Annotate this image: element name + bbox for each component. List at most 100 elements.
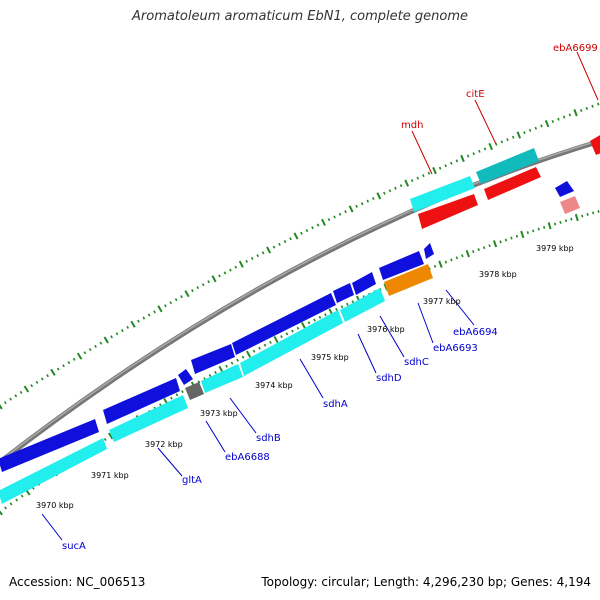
major-tick [0, 404, 3, 410]
minor-tick [208, 374, 212, 378]
gene-label-ebA6693[interactable]: ebA6693 [433, 343, 478, 354]
gene-label-ebA6688[interactable]: ebA6688 [225, 452, 270, 463]
reverse-cds-track [0, 181, 574, 472]
minor-tick [488, 244, 491, 248]
kbp-label: 3978 kbp [479, 270, 517, 279]
minor-tick [324, 313, 327, 317]
cds-ebA6694[interactable] [424, 243, 434, 259]
minor-tick [67, 361, 71, 365]
gene-label-sdhA[interactable]: sdhA [323, 399, 348, 410]
kbp-label: 3975 kbp [311, 353, 349, 362]
gene-ebA6688[interactable] [185, 382, 204, 400]
gene-label-ebA6699[interactable]: ebA6699 [553, 43, 598, 54]
minor-tick [3, 401, 7, 405]
minor-tick [562, 115, 566, 119]
minor-tick [115, 332, 119, 336]
gene-label-sdhD[interactable]: sdhD [376, 373, 402, 384]
gene-label-mdh[interactable]: mdh [401, 120, 423, 131]
minor-tick [30, 384, 34, 388]
gene-ebA6693[interactable] [384, 264, 433, 296]
minor-tick [478, 149, 481, 153]
gene-label-sucA[interactable]: sucA [62, 541, 86, 552]
minor-tick [597, 209, 600, 213]
cds-sucA[interactable] [0, 419, 99, 472]
minor-tick [526, 231, 529, 235]
minor-tick [269, 340, 272, 344]
minor-tick [142, 316, 146, 320]
major-tick [376, 192, 382, 200]
minor-tick [19, 390, 23, 394]
minor-tick [196, 286, 200, 290]
cds-sdhD[interactable] [333, 283, 354, 303]
cds-sdhC[interactable] [352, 272, 376, 295]
gene-mdh[interactable] [410, 176, 475, 212]
kbp-label: 3974 kbp [255, 381, 293, 390]
minor-tick [366, 199, 370, 203]
kbp-label: 3971 kbp [91, 471, 129, 480]
minor-tick [15, 498, 19, 502]
cds-sdhB[interactable] [191, 344, 235, 374]
minor-tick [313, 318, 316, 322]
cds-mdh[interactable] [418, 194, 478, 229]
minor-tick [338, 212, 342, 216]
minor-tick [229, 268, 232, 272]
cds-ebA6703[interactable] [555, 181, 574, 197]
minor-tick [250, 256, 254, 260]
cds-ebA6699[interactable] [590, 134, 600, 155]
gene-sucA[interactable] [0, 438, 107, 504]
minor-tick [99, 341, 103, 345]
cds-citE[interactable] [484, 167, 541, 200]
major-tick [0, 510, 3, 516]
kbp-label: 3972 kbp [145, 440, 183, 449]
gene-citE[interactable] [476, 148, 539, 184]
minor-tick [455, 256, 459, 260]
minor-tick [438, 166, 442, 170]
minor-tick [147, 313, 151, 317]
gene-label-sdhB[interactable]: sdhB [256, 433, 281, 444]
gene-label-citE[interactable]: citE [466, 89, 485, 100]
gene-pink[interactable] [560, 196, 580, 214]
minor-tick [305, 228, 309, 233]
minor-tick [444, 164, 447, 168]
cds-sdhA[interactable] [232, 293, 336, 355]
cds-ebA6688[interactable] [178, 369, 193, 385]
gene-label-gltA[interactable]: gltA [182, 475, 202, 486]
minor-tick [477, 248, 480, 252]
cds-gltA[interactable] [103, 378, 180, 424]
minor-tick [340, 305, 344, 309]
cds-ebA6693[interactable] [379, 251, 424, 280]
minor-tick [450, 161, 453, 165]
gene-gltA[interactable] [109, 395, 188, 442]
minor-tick [197, 380, 201, 384]
minor-tick [4, 506, 7, 510]
major-tick [438, 260, 443, 268]
reverse-gene-track [0, 196, 580, 504]
major-tick [573, 109, 578, 117]
minor-tick [482, 246, 486, 250]
forward-gene-track [410, 148, 539, 212]
minor-tick [586, 212, 589, 216]
minor-tick [344, 210, 347, 214]
major-tick [130, 320, 136, 328]
gene-label-sdhC[interactable]: sdhC [404, 357, 429, 368]
gene-sdhB[interactable] [201, 364, 243, 393]
gene-sdhA[interactable] [240, 310, 343, 376]
gene-sdhD-sdhC[interactable] [340, 288, 385, 322]
callout-sdhD [357, 333, 377, 374]
gene-label-ebA6694[interactable]: ebA6694 [453, 327, 498, 338]
major-tick [266, 246, 272, 254]
forward-cds-track [418, 134, 600, 229]
minor-tick [511, 135, 515, 139]
minor-tick [137, 319, 140, 323]
minor-tick [528, 128, 532, 132]
minor-tick [585, 106, 589, 110]
genome-summary: Topology: circular; Length: 4,296,230 bp… [261, 575, 591, 589]
minor-tick [422, 174, 425, 178]
minor-tick [225, 364, 228, 368]
minor-tick [307, 321, 311, 325]
minor-tick [201, 283, 205, 287]
minor-tick [455, 159, 459, 163]
minor-tick [223, 271, 227, 275]
minor-tick [191, 289, 194, 293]
